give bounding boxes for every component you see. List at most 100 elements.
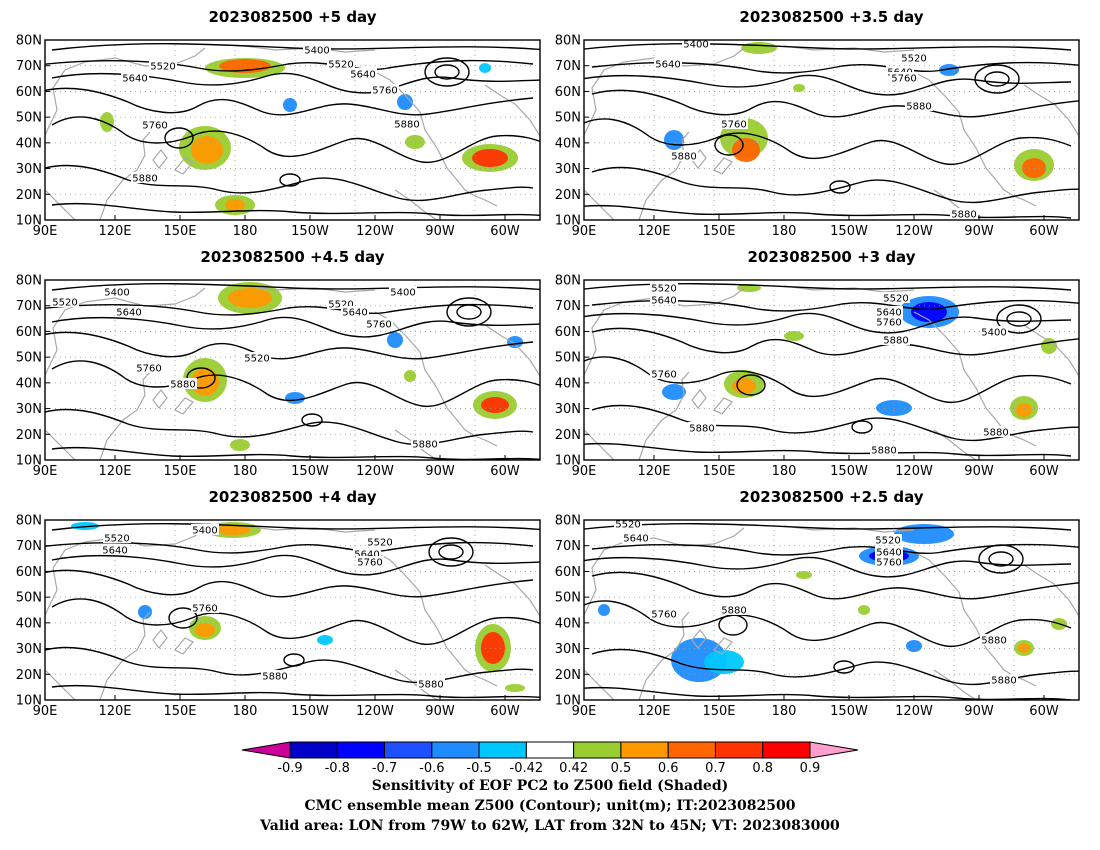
contour-label-bg (650, 294, 678, 305)
coastline (244, 285, 376, 293)
contour-label: 5520 (901, 54, 926, 65)
lat-tick-label: 70N (16, 299, 42, 314)
lat-tick-label: 40N (555, 616, 581, 631)
z500-closed-contour (851, 420, 873, 434)
contour-label-bg (720, 604, 748, 615)
colorbar-segment (336, 741, 386, 759)
lon-tick-label: 120E (637, 704, 670, 719)
z500-contour (584, 43, 1072, 51)
colorbar-high-extension (809, 741, 859, 759)
colorbar-tick-label: 0.42 (559, 761, 588, 776)
z500-contour (51, 598, 540, 645)
lon-tick-label: 60W (1029, 704, 1059, 719)
lat-tick-label: 30N (16, 402, 42, 417)
sensitivity-shading (195, 623, 215, 637)
lon-tick-label: 120E (637, 224, 670, 239)
coastline (584, 287, 745, 376)
contour-label: 5880 (418, 680, 443, 691)
lon-tick-label: 150E (163, 704, 196, 719)
lat-tick-label: 30N (16, 642, 42, 657)
coastline (484, 564, 540, 617)
contour-label: 5520 (883, 294, 908, 305)
z500-contour (591, 327, 1079, 356)
panel-frame (583, 279, 1080, 461)
z500-contour (591, 299, 1079, 312)
colorbar-tick-label: -0.8 (325, 761, 350, 776)
lat-tick-label: 20N (555, 428, 581, 443)
coastline (45, 429, 76, 460)
contour-label-bg (191, 524, 219, 535)
coastline (45, 287, 206, 376)
z500-contour (591, 89, 1079, 118)
z500-contour (51, 116, 540, 163)
lon-tick-label: 90E (572, 224, 597, 239)
contour-label-bg (303, 44, 331, 55)
lat-tick-label: 80N (555, 274, 581, 289)
lat-tick-label: 70N (555, 59, 581, 74)
contour-label: 5640 (354, 550, 379, 561)
contour-label-bg (950, 208, 978, 219)
contour-label: 5520 (367, 538, 392, 549)
contour-label: 5640 (122, 74, 147, 85)
z500-closed-contour (424, 57, 470, 87)
z500-closed-contour (833, 660, 855, 674)
lon-tick-label: 90W (425, 464, 455, 479)
lat-tick-label: 80N (16, 514, 42, 529)
contour-label: 5520 (328, 60, 353, 71)
contour-label-bg (101, 544, 129, 555)
coastline (638, 611, 690, 700)
z500-closed-contour (718, 614, 748, 636)
z500-contour (51, 523, 540, 531)
lon-tick-label: 150W (291, 224, 329, 239)
z500-contour (51, 554, 540, 576)
contour-label: 5400 (390, 288, 415, 299)
contour-label-bg (905, 100, 933, 111)
z500-contour (51, 43, 540, 51)
lon-tick-label: 150E (163, 224, 196, 239)
sensitivity-shading (387, 332, 403, 348)
z500-closed-contour (1006, 311, 1032, 327)
contour-label: 5520 (150, 62, 175, 73)
lon-tick-label: 150W (291, 464, 329, 479)
panel-plot-area: 5520552056405640576057605400588058805880… (584, 280, 1079, 460)
lat-tick-label: 10N (16, 454, 42, 469)
z500-closed-contour (978, 544, 1024, 574)
contour-label: 5520 (875, 536, 900, 547)
sensitivity-shading (741, 42, 777, 54)
contour-label: 5640 (623, 534, 648, 545)
z500-contour (584, 74, 1072, 96)
contour-label-bg (411, 438, 439, 449)
contour-label-bg (875, 306, 903, 317)
z500-contour (584, 442, 1072, 457)
lon-tick-label: 60W (1029, 224, 1059, 239)
sensitivity-shading (397, 94, 413, 110)
z500-closed-contour (428, 537, 474, 567)
contour-label-bg (875, 556, 903, 567)
contour-label-bg (103, 532, 131, 543)
contour-label-bg (366, 536, 394, 547)
contour-label: 5760 (192, 604, 217, 615)
lat-tick-label: 70N (555, 299, 581, 314)
contour-label-bg (980, 326, 1008, 337)
contour-label-bg (243, 352, 271, 363)
contour-label-bg (982, 426, 1010, 437)
panel-title: 2023082500 +3 day (748, 248, 916, 266)
contour-label-bg (890, 72, 918, 83)
contour-label-bg (650, 368, 678, 379)
colorbar-tick-label: -0.9 (277, 761, 302, 776)
contour-label: 5880 (883, 336, 908, 347)
contour-label: 5880 (412, 440, 437, 451)
sensitivity-shading (894, 524, 954, 544)
colorbar-segment (525, 741, 575, 759)
contour-label: 5520 (328, 300, 353, 311)
lon-tick-label: 180 (233, 464, 258, 479)
sensitivity-shading (228, 288, 272, 308)
lon-tick-label: 150W (830, 464, 868, 479)
contour-label: 5760 (876, 318, 901, 329)
panel-frame (44, 39, 541, 221)
sensitivity-shading (737, 284, 761, 292)
